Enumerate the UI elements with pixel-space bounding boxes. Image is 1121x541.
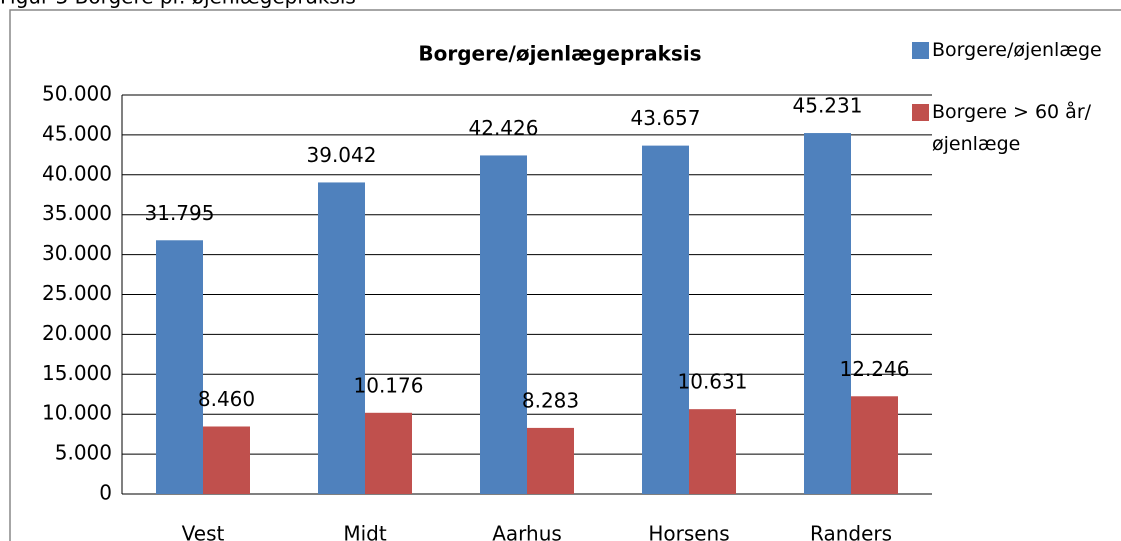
- y-tick-label: 0: [99, 481, 112, 505]
- legend-swatch: [912, 104, 929, 121]
- bar: [642, 145, 689, 495]
- y-tick-label: 15.000: [42, 361, 112, 385]
- x-tick-label: Randers: [810, 522, 892, 541]
- value-label: 12.246: [840, 357, 910, 381]
- bar: [318, 182, 365, 495]
- y-tick-label: 45.000: [42, 121, 112, 145]
- legend-swatch: [912, 42, 929, 59]
- y-tick-label: 40.000: [42, 161, 112, 185]
- x-tick-label: Vest: [182, 522, 225, 541]
- y-tick-label: 50.000: [42, 82, 112, 106]
- bar: [527, 427, 574, 494]
- x-tick-label: Aarhus: [492, 522, 562, 541]
- legend-label: Borgere > 60 år/øjenlæge: [932, 101, 1092, 155]
- bar: [203, 426, 250, 494]
- y-tick-label: 20.000: [42, 321, 112, 345]
- y-tick-label: 10.000: [42, 401, 112, 425]
- caption: Figur 3 Borgere pr. øjenlægepraksis: [0, 0, 356, 9]
- value-label: 39.042: [307, 143, 377, 167]
- value-label: 45.231: [793, 94, 863, 118]
- value-label: 31.795: [145, 201, 215, 225]
- bar: [689, 409, 736, 494]
- value-label: 10.176: [354, 373, 424, 397]
- y-tick-label: 30.000: [42, 241, 112, 265]
- y-tick-label: 5.000: [55, 441, 112, 465]
- legend-label: Borgere/øjenlæge: [932, 39, 1102, 61]
- bar: [480, 155, 527, 494]
- value-label: 10.631: [678, 370, 748, 394]
- bar: [851, 396, 898, 494]
- bar: [365, 412, 412, 494]
- y-tick-label: 35.000: [42, 201, 112, 225]
- value-label: 42.426: [469, 116, 539, 140]
- chart-title: Borgere/øjenlægepraksis: [418, 42, 701, 66]
- value-label: 8.460: [198, 387, 255, 411]
- bar: [804, 133, 851, 494]
- chart-border: [9, 9, 1121, 541]
- value-label: 8.283: [522, 388, 579, 412]
- y-tick-label: 25.000: [42, 281, 112, 305]
- bar: [156, 240, 203, 494]
- x-tick-label: Midt: [343, 522, 387, 541]
- value-label: 43.657: [631, 106, 701, 130]
- x-tick-label: Horsens: [648, 522, 729, 541]
